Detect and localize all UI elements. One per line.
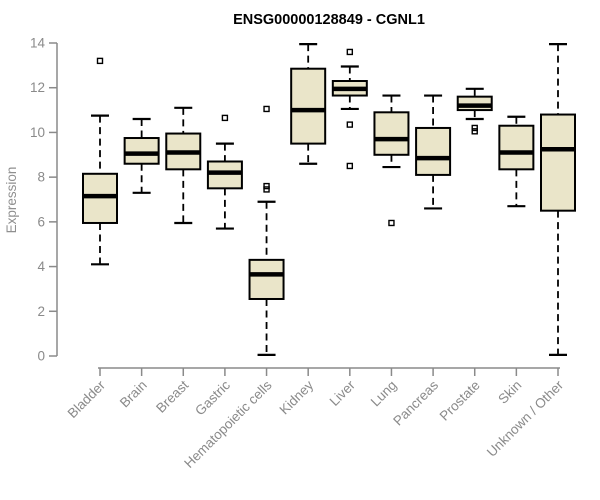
outlier-marker-prostate [471,124,478,132]
outlier-marker-lung [388,219,395,227]
x-tick-label-brain: Brain [117,378,150,411]
box-group-brain [123,117,160,194]
outlier-marker-liver [346,121,354,128]
box-group-lung [373,94,410,227]
outlier-marker-gastric [221,114,229,122]
y-tick-label-14: 14 [30,36,46,51]
outlier-marker-prostate [471,128,478,135]
outlier-marker-hematopoietic-cells [263,105,270,113]
chart-title: ENSG00000128849 - CGNL1 [233,12,425,28]
iqr-box-kidney [290,67,327,145]
outlier-marker-hematopoietic-cells [263,182,270,190]
x-tick-label-breast: Breast [153,377,191,415]
outlier-marker-bladder [96,57,104,65]
box-group-pancreas [415,94,452,210]
y-tick-label-0: 0 [37,349,45,364]
iqr-box-skin [498,124,535,171]
outlier-marker-liver [346,162,354,170]
x-tick-label-unknown-other: Unknown / Other [484,377,567,460]
x-tick-label-bladder: Bladder [65,377,109,421]
outlier-marker-hematopoietic-cells [263,186,270,193]
y-axis-label: Expression [4,167,19,234]
y-tick-label-12: 12 [30,80,45,95]
x-tick-label-kidney: Kidney [277,377,317,417]
box-group-liver [331,48,368,170]
box-group-breast [165,106,202,225]
x-tick-label-pancreas: Pancreas [390,377,441,428]
y-tick-label-10: 10 [30,125,45,140]
box-group-prostate [456,87,493,135]
box-group-unknown-other [540,43,576,356]
x-tick-label-skin: Skin [495,378,524,407]
box-group-gastric [206,114,243,230]
iqr-box-brain [123,137,160,165]
y-tick-label-2: 2 [37,304,45,319]
iqr-box-hematopoietic-cells [248,258,285,300]
x-tick-label-lung: Lung [368,378,400,410]
y-tick-label-6: 6 [37,214,45,229]
y-tick-label-4: 4 [37,259,45,274]
x-tick-label-liver: Liver [327,377,359,409]
box-group-hematopoietic-cells [248,105,285,356]
y-tick-label-8: 8 [37,170,45,185]
box-group-bladder [82,57,118,266]
outlier-marker-liver [346,48,354,56]
box-group-kidney [290,43,327,165]
iqr-box-lung [373,111,410,156]
x-tick-label-gastric: Gastric [192,377,233,418]
x-tick-label-prostate: Prostate [437,378,483,424]
iqr-box-unknown-other [540,113,576,212]
box-group-skin [498,115,535,208]
iqr-box-pancreas [415,126,452,176]
